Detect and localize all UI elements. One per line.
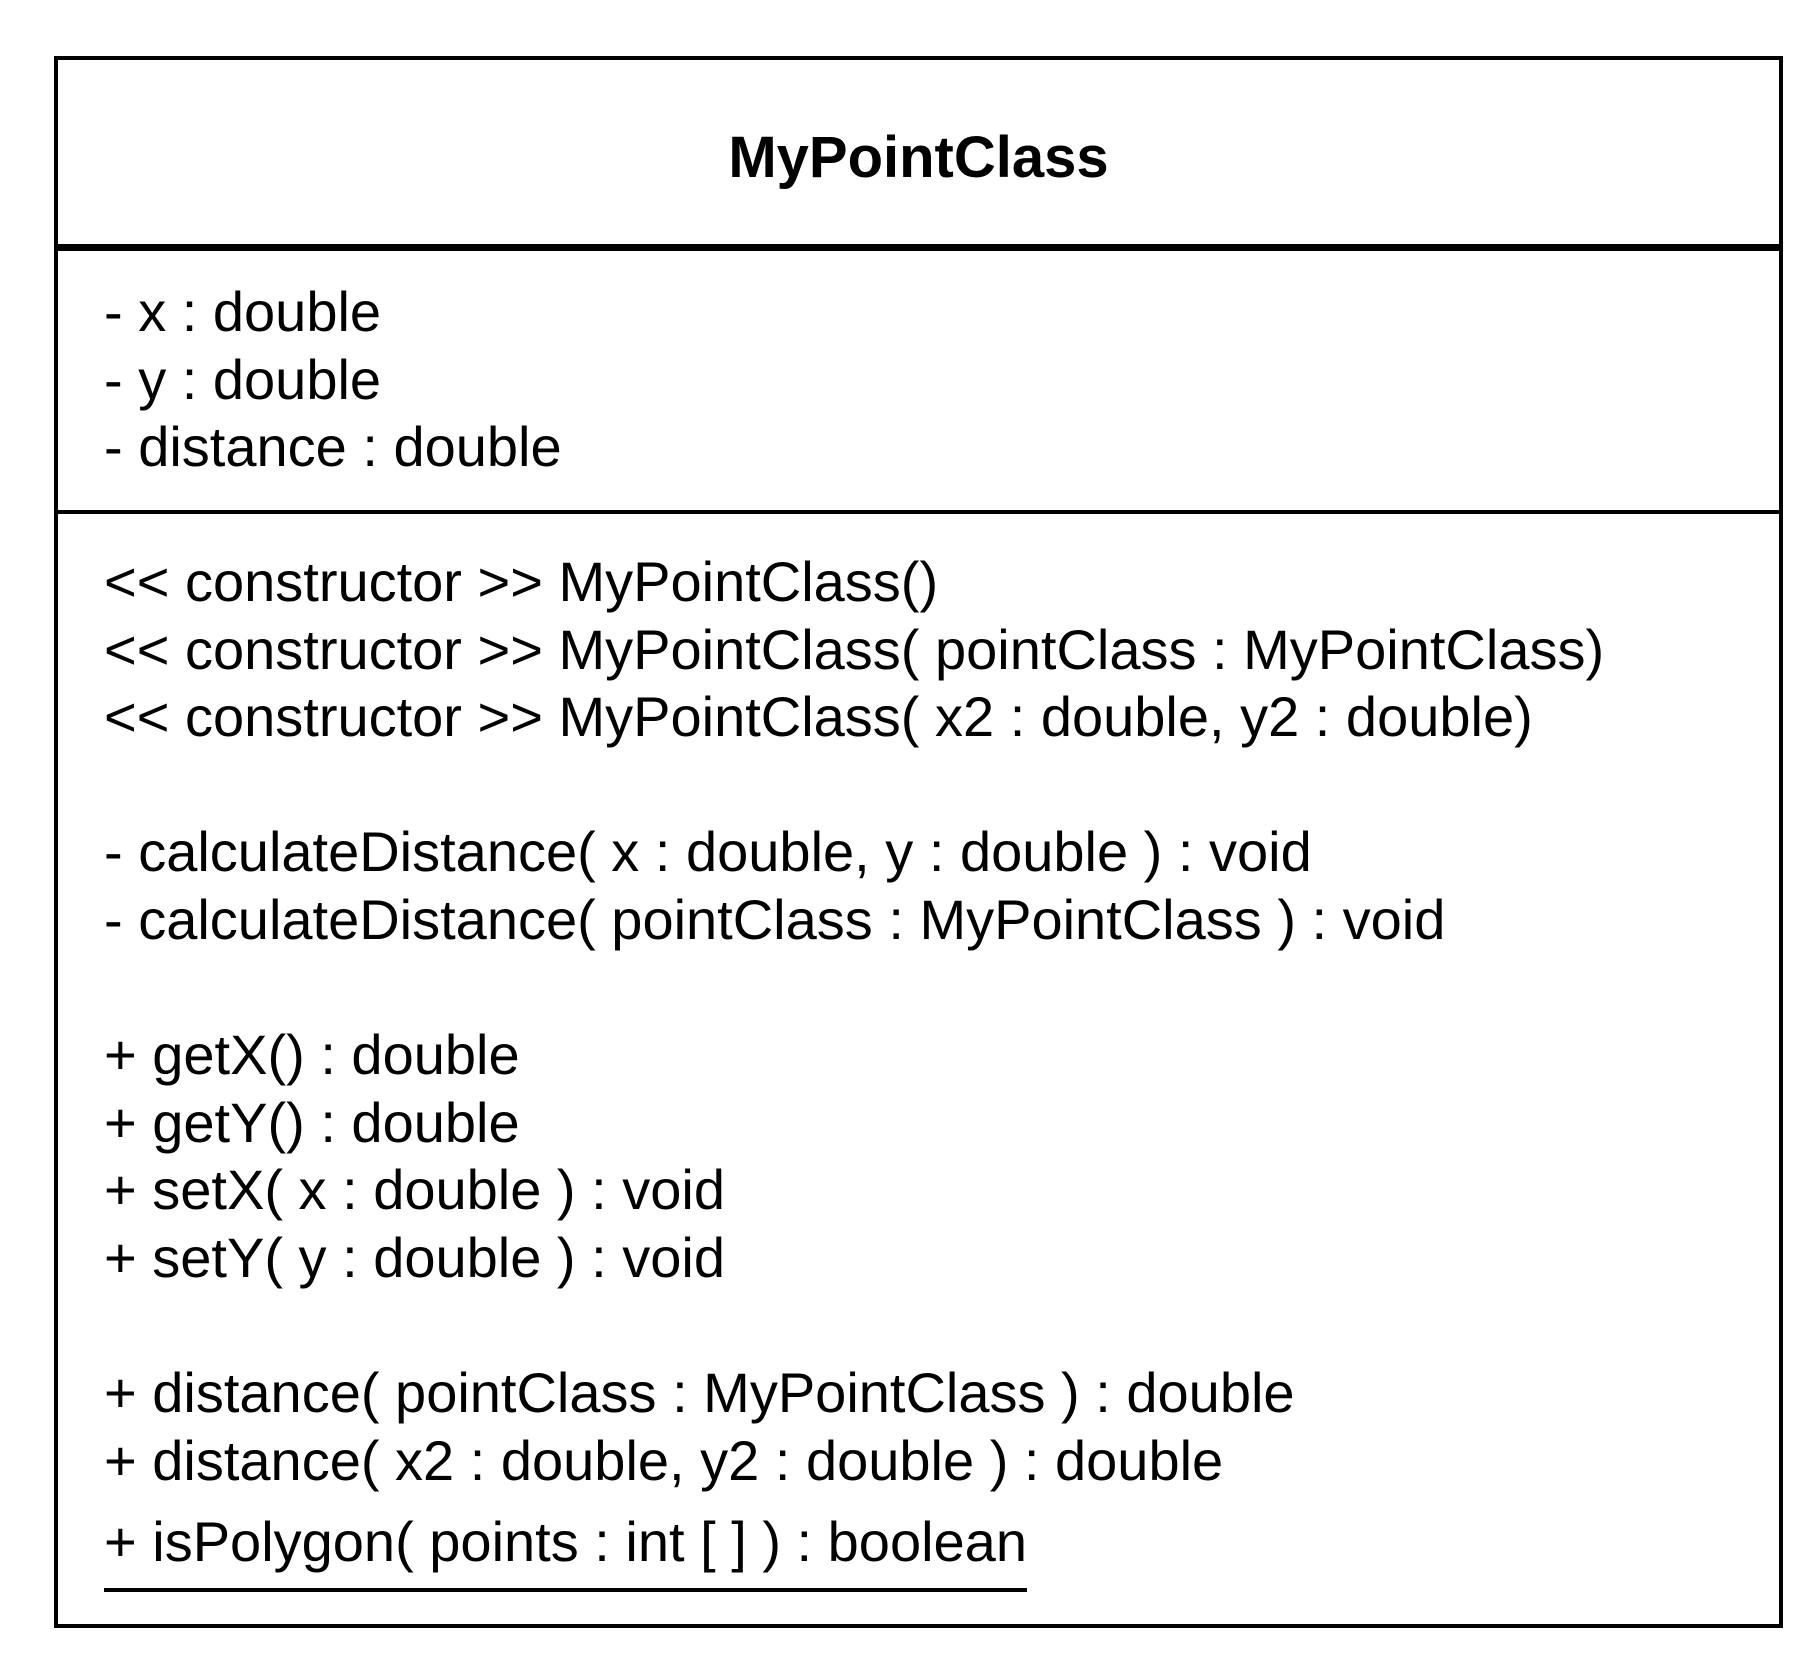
operation-calculate-distance-xy: - calculateDistance( x : double, y : dou… xyxy=(104,820,1312,884)
attributes-compartment: - x : double - y : double - distance : d… xyxy=(104,278,562,481)
name-attributes-divider xyxy=(58,244,1779,251)
operation-is-polygon-static: + isPolygon( points : int [ ] ) : boolea… xyxy=(104,1508,1027,1592)
operation-distance-point: + distance( pointClass : MyPointClass ) … xyxy=(104,1361,1295,1425)
operation-set-x: + setX( x : double ) : void xyxy=(104,1158,725,1222)
operations-compartment: << constructor >> MyPointClass() << cons… xyxy=(104,548,1604,1592)
attribute-y: - y : double xyxy=(104,347,382,411)
operation-distance-xy: + distance( x2 : double, y2 : double ) :… xyxy=(104,1428,1224,1492)
operation-constructor-copy: << constructor >> MyPointClass( pointCla… xyxy=(104,617,1605,681)
class-name: MyPointClass xyxy=(728,125,1109,190)
operation-constructor-default: << constructor >> MyPointClass() xyxy=(104,550,939,613)
operation-group-spacer xyxy=(104,1292,1604,1360)
attribute-distance: - distance : double xyxy=(104,415,562,479)
operation-get-y: + getY() : double xyxy=(104,1090,520,1154)
operation-group-spacer xyxy=(104,751,1604,819)
operation-group-spacer xyxy=(104,954,1604,1022)
attributes-operations-divider xyxy=(58,510,1779,514)
uml-class-box: MyPointClass - x : double - y : double -… xyxy=(54,56,1783,1628)
operation-set-y: + setY( y : double ) : void xyxy=(104,1225,725,1289)
class-name-compartment: MyPointClass xyxy=(58,60,1779,244)
operation-constructor-coords: << constructor >> MyPointClass( x2 : dou… xyxy=(104,685,1533,749)
attribute-x: - x : double xyxy=(104,280,382,343)
operation-calculate-distance-point: - calculateDistance( pointClass : MyPoin… xyxy=(104,887,1446,951)
operation-get-x: + getX() : double xyxy=(104,1023,520,1087)
